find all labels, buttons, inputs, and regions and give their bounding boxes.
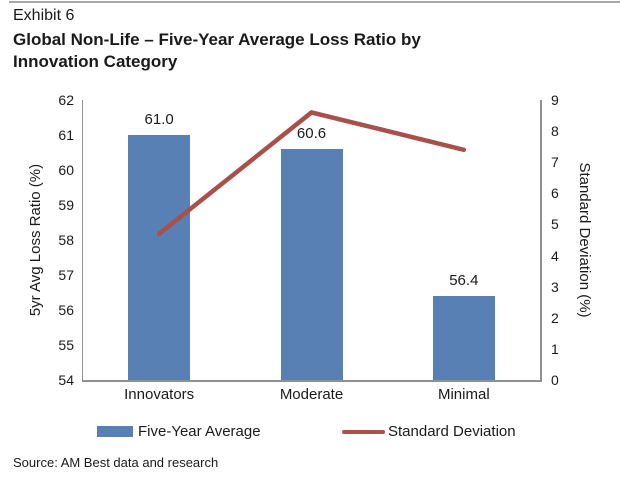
left-axis-tick-label: 54: [58, 372, 74, 388]
right-axis-tick-label: 2: [551, 309, 559, 326]
chart-title: Global Non-Life – Five-Year Average Loss…: [13, 29, 421, 73]
left-axis-line: [81, 100, 83, 380]
right-axis-tick-label: 6: [551, 185, 559, 202]
right-axis-tick-label: 4: [551, 247, 559, 264]
right-axis-tick-label: 5: [551, 216, 559, 233]
left-axis-tick-label: 62: [58, 92, 74, 108]
right-axis-tick-label: 7: [551, 154, 559, 171]
left-axis-tick-label: 56: [58, 302, 74, 318]
right-axis-tick-label: 9: [551, 92, 559, 108]
bar-value-label: 60.6: [296, 125, 327, 142]
left-axis-tick-label: 57: [58, 267, 74, 283]
right-axis-tick-label: 1: [551, 340, 559, 357]
right-axis-tick-label: 0: [551, 372, 559, 388]
legend-item-five-year-average: Five-Year Average: [97, 423, 261, 440]
chart-title-line1: Global Non-Life – Five-Year Average Loss…: [13, 30, 421, 49]
left-axis-tick-label: 59: [58, 197, 74, 213]
right-axis-tick-label: 3: [551, 278, 559, 295]
bar-value-label: 61.0: [144, 111, 174, 128]
top-divider: [9, 1, 620, 3]
right-axis-tick-label: 8: [551, 123, 559, 140]
exhibit-label: Exhibit 6: [13, 7, 75, 24]
source-note: Source: AM Best data and research: [13, 455, 219, 470]
bottom-axis-line: [81, 380, 542, 382]
left-axis-tick-label: 58: [58, 232, 74, 248]
legend-label-standard-deviation: Standard Deviation: [388, 423, 516, 440]
category-label: Minimal: [437, 386, 490, 403]
bar-series-swatch-icon: [97, 426, 133, 437]
bar-value-label: 56.4: [449, 272, 479, 289]
bar: [280, 149, 343, 380]
right-axis-line: [540, 100, 542, 380]
category-label: Moderate: [279, 386, 344, 403]
left-axis-tick-label: 60: [58, 162, 74, 178]
line-series-swatch-icon: [342, 429, 385, 434]
bar: [432, 296, 495, 380]
legend-label-five-year-average: Five-Year Average: [138, 423, 261, 440]
bar: [128, 135, 191, 380]
left-axis-tick-label: 61: [58, 127, 74, 143]
legend-item-standard-deviation: Standard Deviation: [342, 423, 516, 440]
chart-title-line2: Innovation Category: [13, 52, 178, 71]
category-label: Innovators: [124, 386, 195, 403]
left-axis-tick-label: 55: [58, 337, 74, 353]
